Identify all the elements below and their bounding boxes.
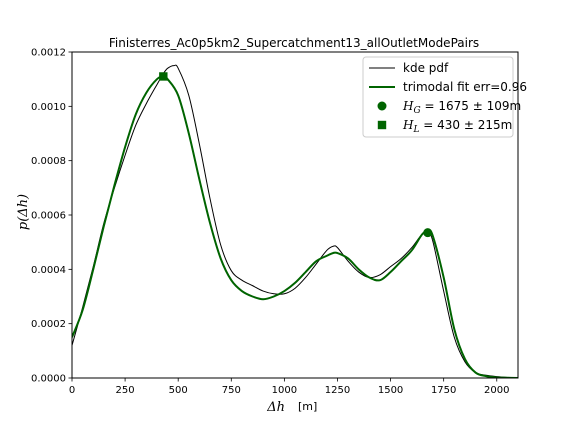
- y-tick-label: 0.0002: [31, 319, 66, 330]
- x-tick-label: 1750: [431, 385, 456, 396]
- y-axis-label: p(Δh): [16, 194, 31, 230]
- legend-circle-swatch: [377, 101, 387, 111]
- x-tick-label: 1500: [378, 385, 403, 396]
- x-tick-label: 1000: [272, 385, 297, 396]
- marker-hl-point: [159, 72, 168, 81]
- y-tick-label: 0.0004: [31, 265, 66, 276]
- chart-title: Finisterres_Ac0p5km2_Supercatchment13_al…: [109, 36, 479, 50]
- legend-label: kde pdf: [403, 61, 449, 75]
- y-tick-label: 0.0006: [31, 211, 66, 222]
- x-tick-label: 500: [169, 385, 188, 396]
- legend-box: [362, 56, 514, 138]
- legend-label: trimodal fit err=0.96: [403, 80, 527, 94]
- x-tick-label: 250: [116, 385, 135, 396]
- y-tick-label: 0.0012: [31, 48, 66, 59]
- x-tick-label: 1250: [325, 385, 350, 396]
- legend: kde pdf trimodal fit err=0.96 HG = 1675 ± …: [362, 56, 527, 138]
- legend-label: HL = 430 ± 215m: [402, 118, 512, 135]
- y-tick-label: 0.0010: [31, 102, 66, 113]
- x-tick-label: 2000: [484, 385, 509, 396]
- x-axis-unit: [m]: [298, 400, 317, 413]
- marker-hg-point: [423, 228, 433, 238]
- x-axis-label: Δh: [266, 400, 285, 415]
- y-tick-label: 0.0000: [31, 374, 66, 385]
- series-line-kde-pdf: [72, 64, 518, 378]
- plot-area: 0 250 500 750 1000 1250 1500 1750 2000 0.0000 0.00…: [31, 48, 519, 396]
- x-tick-label: 750: [222, 385, 241, 396]
- series-line-trimodal-fit: [72, 75, 518, 378]
- y-tick-label: 0.0008: [31, 156, 66, 167]
- legend-square-swatch: [377, 120, 387, 130]
- x-tick-label: 0: [69, 385, 75, 396]
- legend-label: HG = 1675 ± 109m: [402, 99, 521, 116]
